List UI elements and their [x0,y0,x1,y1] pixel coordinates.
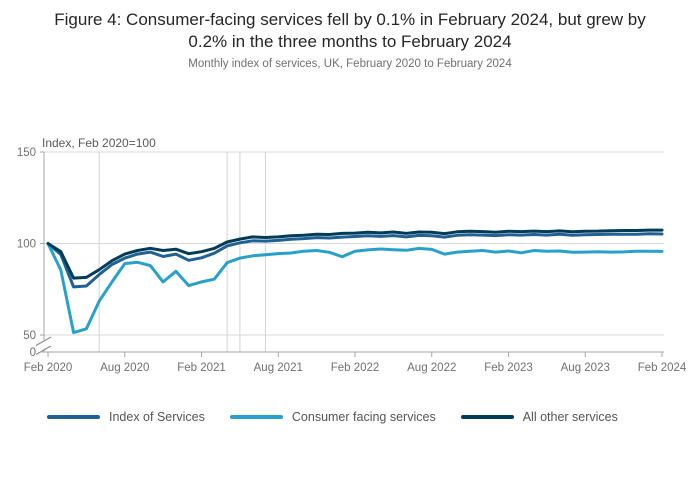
series-line-all-other-services [46,228,664,280]
legend-label: Index of Services [109,410,205,424]
y-tick-label: 0 [30,347,36,359]
y-tick-label: 50 [23,330,36,342]
legend-label: Consumer facing services [291,410,436,424]
axis-break-icon [35,345,52,356]
legend-item-all-other-services: All other services [460,410,618,424]
axis-break-icon [35,336,52,347]
x-tick-label: Feb 2021 [177,362,226,374]
legend-item-index-of-services: Index of Services [47,410,205,424]
series-line-index-of-services [46,232,664,289]
legend-label: All other services [522,410,618,424]
x-tick-label: Aug 2022 [407,362,456,374]
y-axis-title: Index, Feb 2020=100 [42,136,156,150]
legend-item-consumer-facing-services: Consumer facing services [229,410,436,424]
x-tick-label: Feb 2020 [24,362,73,374]
x-tick-label: Feb 2022 [331,362,380,374]
chart-legend: Index of Services Consumer facing servic… [47,410,618,424]
x-tick-label: Aug 2021 [254,362,303,374]
x-tick-label: Feb 2023 [484,362,533,374]
legend-swatch-icon [47,415,100,419]
x-tick-label: Feb 2024 [638,362,687,374]
x-tick-label: Aug 2023 [561,362,610,374]
series-line-consumer-facing-services [46,242,664,335]
chart-subtitle: Monthly index of services, UK, February … [188,58,512,70]
legend-swatch-icon [229,415,283,419]
legend-swatch-icon [460,415,514,419]
y-tick-label: 150 [17,147,36,159]
y-tick-label: 100 [17,239,36,251]
x-tick-label: Aug 2020 [100,362,149,374]
chart-title: Figure 4: Consumer-facing services fell … [54,10,646,52]
